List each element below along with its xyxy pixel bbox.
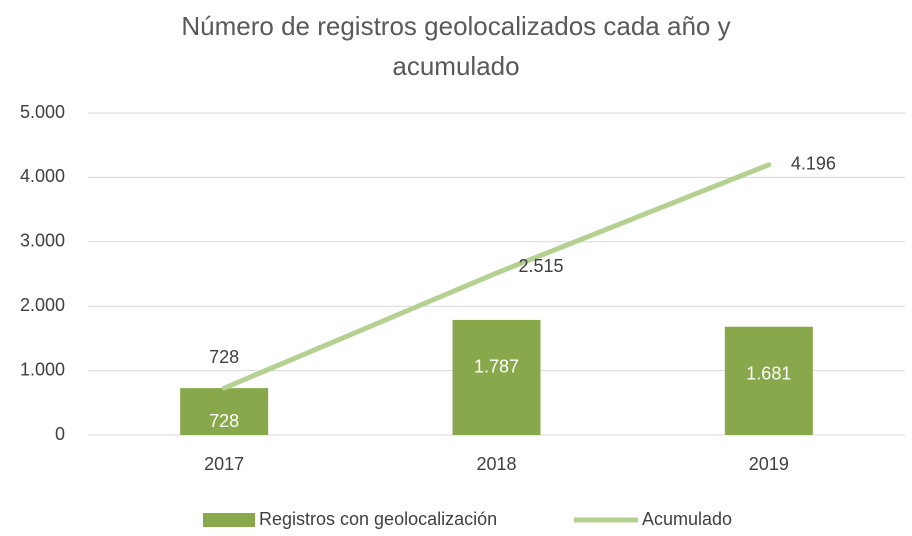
bar [724,326,813,435]
legend-label: Acumulado [642,509,732,529]
line [221,162,772,391]
legend-swatch [203,513,255,527]
line-value-label: 728 [209,347,239,367]
y-tick-label: 0 [55,424,65,444]
y-tick-label: 1.000 [20,359,65,379]
y-tick-label: 2.000 [20,295,65,315]
bar [180,388,269,435]
bar-value-label: 728 [209,411,239,431]
y-tick-label: 5.000 [20,102,65,122]
line-value-label: 2.515 [519,256,564,276]
bar-value-label: 1.681 [746,363,791,383]
chart-title: Número de registros geolocalizados cada … [181,11,731,81]
bar [452,319,541,435]
y-tick-label: 3.000 [20,231,65,251]
legend-label: Registros con geolocalización [259,509,497,529]
x-tick-label: 2019 [749,454,789,474]
line-value-label: 4.196 [791,154,836,174]
x-tick-label: 2018 [476,454,516,474]
y-tick-label: 4.000 [20,166,65,186]
x-tick-label: 2017 [204,454,244,474]
bar-value-label: 1.787 [474,357,519,377]
